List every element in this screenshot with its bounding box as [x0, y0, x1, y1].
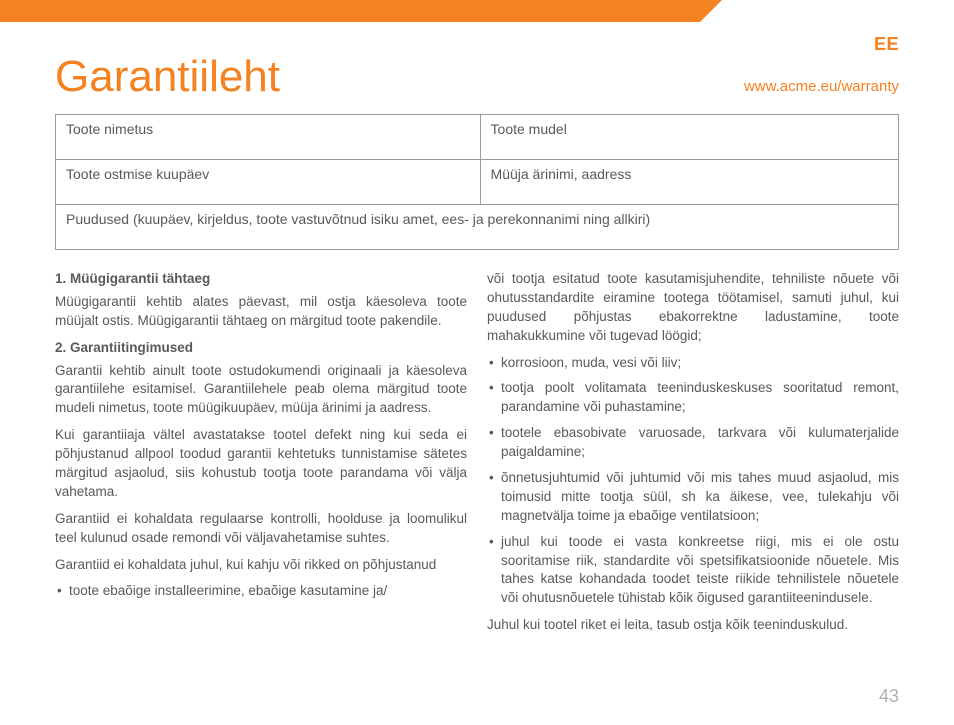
table-row: Toote nimetus Toote mudel — [56, 115, 899, 160]
section1-p1: Müügigarantii kehtib alates päevast, mil… — [55, 293, 467, 331]
section2-p4: Garantiid ei kohaldata juhul, kui kahju … — [55, 556, 467, 575]
section2-p1: Garantii kehtib ainult toote ostudokumen… — [55, 362, 467, 419]
cell-product-name: Toote nimetus — [56, 115, 481, 160]
left-bullet-list: toote ebaõige installeerimine, ebaõige k… — [55, 582, 467, 601]
list-item: õnnetusjuhtumid või juhtumid või mis tah… — [487, 469, 899, 526]
section2-p3: Garantiid ei kohaldata regulaarse kontro… — [55, 510, 467, 548]
section2-p2: Kui garantiiaja vältel avastatakse toote… — [55, 426, 467, 502]
section1-heading: 1. Müügigarantii tähtaeg — [55, 270, 467, 289]
section2-heading: 2. Garantiitingimused — [55, 339, 467, 358]
list-item: juhul kui toode ei vasta konkreetse riig… — [487, 533, 899, 609]
right-bullet-list: korrosioon, muda, vesi või liiv; tootja … — [487, 354, 899, 609]
cell-product-model: Toote mudel — [480, 115, 898, 160]
page-number: 43 — [879, 686, 899, 707]
language-code: EE — [874, 34, 899, 55]
header-row: Garantiileht www.acme.eu/warranty — [55, 52, 899, 102]
warranty-table: Toote nimetus Toote mudel Toote ostmise … — [55, 114, 899, 250]
table-row: Puudused (kuupäev, kirjeldus, toote vast… — [56, 205, 899, 250]
section2-p6: Juhul kui tootel riket ei leita, tasub o… — [487, 616, 899, 635]
page-title: Garantiileht — [55, 52, 280, 102]
table-row: Toote ostmise kuupäev Müüja ärinimi, aad… — [56, 160, 899, 205]
text-columns: 1. Müügigarantii tähtaeg Müügigarantii k… — [55, 270, 899, 643]
top-ribbon — [0, 0, 700, 22]
section2-p5-cont: või tootja esitatud toote kasutamisjuhen… — [487, 270, 899, 346]
cell-defects: Puudused (kuupäev, kirjeldus, toote vast… — [56, 205, 899, 250]
list-item: toote ebaõige installeerimine, ebaõige k… — [55, 582, 467, 601]
cell-seller-info: Müüja ärinimi, aadress — [480, 160, 898, 205]
list-item: korrosioon, muda, vesi või liiv; — [487, 354, 899, 373]
warranty-url: www.acme.eu/warranty — [744, 78, 899, 95]
list-item: tootele ebasobivate varuosade, tarkvara … — [487, 424, 899, 462]
cell-purchase-date: Toote ostmise kuupäev — [56, 160, 481, 205]
page-content: Garantiileht www.acme.eu/warranty Toote … — [0, 0, 954, 643]
list-item: tootja poolt volitamata teeninduskeskuse… — [487, 379, 899, 417]
column-left: 1. Müügigarantii tähtaeg Müügigarantii k… — [55, 270, 467, 643]
column-right: või tootja esitatud toote kasutamisjuhen… — [487, 270, 899, 643]
